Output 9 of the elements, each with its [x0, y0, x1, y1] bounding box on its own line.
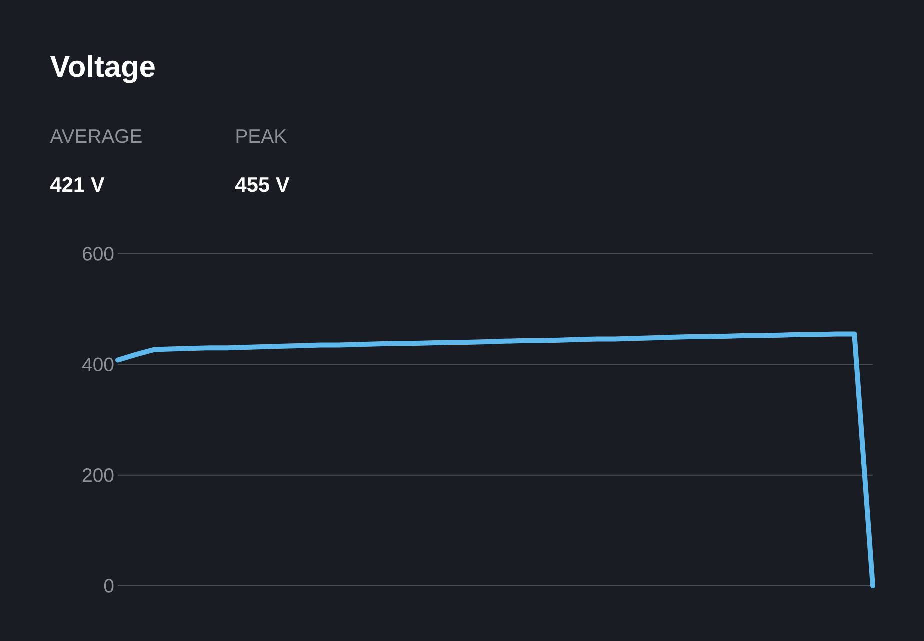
text: 421 V	[50, 177, 105, 192]
y-tick-label: 600	[83, 247, 114, 261]
y-tick-label: 400	[82, 358, 114, 372]
chart-title: Voltage	[50, 55, 155, 84]
text: PEAK	[236, 130, 287, 143]
text: 455 V	[236, 178, 290, 192]
text: AVERAGE	[50, 129, 142, 144]
y-tick-label: 200	[83, 468, 114, 482]
y-tick-label: 0	[104, 579, 114, 593]
